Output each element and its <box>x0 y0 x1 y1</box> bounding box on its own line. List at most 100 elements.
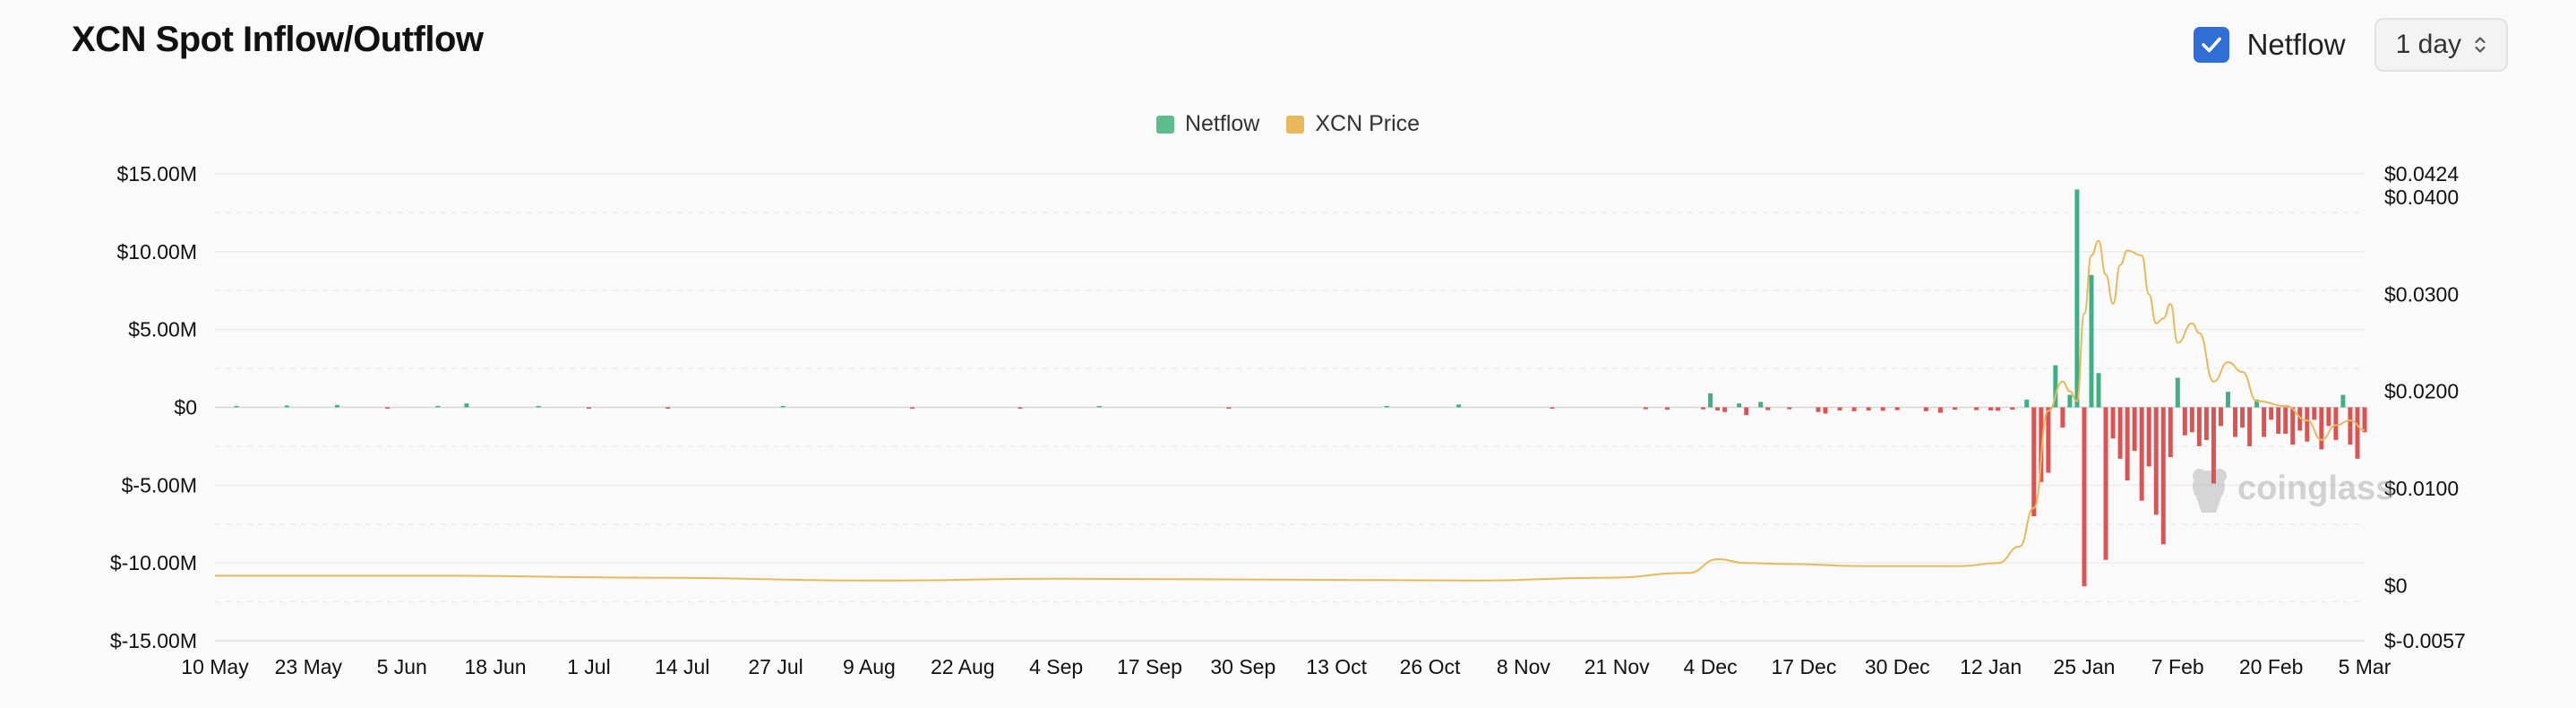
netflow-bar[interactable] <box>2189 407 2194 433</box>
netflow-bar[interactable] <box>1664 407 1670 410</box>
netflow-bar[interactable] <box>1880 407 1885 411</box>
netflow-bar[interactable] <box>2067 394 2073 408</box>
netflow-bar[interactable] <box>2247 407 2253 446</box>
legend-item-price[interactable]: XCN Price <box>1286 111 1420 137</box>
netflow-bar[interactable] <box>2153 407 2159 515</box>
netflow-bar[interactable] <box>1744 407 1749 416</box>
check-icon <box>2201 37 2221 53</box>
netflow-bar[interactable] <box>1708 393 1713 408</box>
netflow-bar[interactable] <box>2031 407 2037 517</box>
netflow-bar[interactable] <box>2089 274 2094 408</box>
netflow-bar[interactable] <box>1823 407 1828 414</box>
netflow-bar[interactable] <box>2053 365 2058 408</box>
netflow-bar[interactable] <box>536 406 541 408</box>
netflow-bar[interactable] <box>2340 394 2346 408</box>
netflow-bar[interactable] <box>1894 407 1900 410</box>
legend-item-netflow[interactable]: Netflow <box>1155 111 1259 137</box>
netflow-bar[interactable] <box>1096 406 1102 408</box>
netflow-bar[interactable] <box>2269 407 2274 420</box>
netflow-bar[interactable] <box>1851 407 1857 411</box>
x-axis-tick-label: 25 Jan <box>2053 655 2115 678</box>
netflow-bar[interactable] <box>2132 407 2137 452</box>
netflow-bar[interactable] <box>435 405 441 408</box>
netflow-bar[interactable] <box>1737 403 1742 408</box>
netflow-bar[interactable] <box>1715 407 1721 410</box>
netflow-bar[interactable] <box>2146 407 2151 467</box>
netflow-bar[interactable] <box>1758 401 1764 408</box>
netflow-bar[interactable] <box>2362 407 2367 433</box>
netflow-bar[interactable] <box>334 404 339 408</box>
x-axis-tick-label: 5 Mar <box>2339 655 2391 678</box>
netflow-bar[interactable] <box>234 406 239 408</box>
netflow-bar[interactable] <box>1226 407 1232 410</box>
netflow-bar[interactable] <box>2096 373 2101 408</box>
netflow-bar[interactable] <box>2355 407 2360 459</box>
x-axis-tick-label: 30 Dec <box>1865 655 1930 678</box>
netflow-bar[interactable] <box>1722 407 1728 412</box>
netflow-bar[interactable] <box>2297 407 2303 431</box>
netflow-bar[interactable] <box>1456 404 1462 408</box>
right-axis-tick-label: $0.0100 <box>2384 477 2459 500</box>
netflow-bar[interactable] <box>2218 407 2223 427</box>
netflow-bar[interactable] <box>2283 407 2288 435</box>
netflow-bar[interactable] <box>2196 407 2202 446</box>
netflow-bar[interactable] <box>2233 407 2238 437</box>
netflow-bar[interactable] <box>1952 407 1957 410</box>
netflow-bar[interactable] <box>2082 407 2087 587</box>
netflow-bar[interactable] <box>2117 407 2123 459</box>
netflow-bar[interactable] <box>385 407 391 410</box>
netflow-bar[interactable] <box>2348 407 2353 445</box>
netflow-bar[interactable] <box>2160 407 2166 545</box>
netflow-bar[interactable] <box>2262 407 2267 437</box>
netflow-bar[interactable] <box>910 407 915 410</box>
netflow-bar[interactable] <box>1765 407 1771 410</box>
netflow-bar[interactable] <box>2305 407 2310 442</box>
netflow-bar[interactable] <box>2182 407 2187 436</box>
netflow-bar[interactable] <box>2024 399 2030 408</box>
netflow-checkbox[interactable] <box>2193 27 2229 63</box>
netflow-bar[interactable] <box>665 407 671 410</box>
netflow-bar[interactable] <box>1866 407 1871 410</box>
netflow-bar[interactable] <box>2039 407 2044 482</box>
netflow-bar[interactable] <box>1550 407 1555 410</box>
netflow-bar[interactable] <box>1923 407 1928 411</box>
netflow-bar[interactable] <box>2226 392 2230 408</box>
netflow-bar[interactable] <box>2175 377 2180 408</box>
netflow-bar[interactable] <box>1974 407 1979 410</box>
netflow-bar[interactable] <box>1787 407 1792 410</box>
netflow-bar[interactable] <box>1018 407 1023 410</box>
netflow-bar[interactable] <box>2326 407 2331 427</box>
netflow-bar[interactable] <box>2254 399 2260 408</box>
netflow-bar[interactable] <box>1643 407 1648 410</box>
netflow-bar[interactable] <box>2010 407 2015 410</box>
netflow-bar[interactable] <box>1937 407 1943 413</box>
netflow-bar[interactable] <box>2240 407 2245 428</box>
netflow-bar[interactable] <box>2333 407 2339 440</box>
right-axis-tick-label: $0.0424 <box>2384 162 2459 186</box>
netflow-bar[interactable] <box>2110 407 2116 439</box>
netflow-bar[interactable] <box>2290 407 2296 445</box>
netflow-bar[interactable] <box>780 406 786 408</box>
netflow-bar[interactable] <box>2276 407 2281 435</box>
netflow-bar[interactable] <box>1837 407 1842 410</box>
netflow-bar[interactable] <box>2074 189 2080 408</box>
netflow-bar[interactable] <box>464 403 469 408</box>
netflow-bar[interactable] <box>2319 407 2324 450</box>
netflow-bar[interactable] <box>1701 407 1706 410</box>
netflow-bar[interactable] <box>586 407 591 410</box>
netflow-bar[interactable] <box>284 405 289 408</box>
netflow-bar[interactable] <box>1988 407 1994 410</box>
netflow-bar[interactable] <box>2203 407 2209 440</box>
netflow-bar[interactable] <box>2211 407 2216 484</box>
netflow-bar[interactable] <box>2125 407 2130 481</box>
netflow-bar[interactable] <box>1816 407 1821 412</box>
netflow-bar[interactable] <box>2103 407 2108 560</box>
netflow-bar[interactable] <box>2060 407 2065 428</box>
netflow-bar[interactable] <box>2139 407 2144 501</box>
netflow-bar[interactable] <box>1384 406 1389 408</box>
netflow-bar[interactable] <box>2046 407 2051 473</box>
netflow-bar[interactable] <box>2168 407 2173 458</box>
netflow-bar[interactable] <box>1996 407 2001 411</box>
interval-select[interactable]: 1 day <box>2374 18 2508 72</box>
netflow-bar[interactable] <box>2312 407 2317 420</box>
